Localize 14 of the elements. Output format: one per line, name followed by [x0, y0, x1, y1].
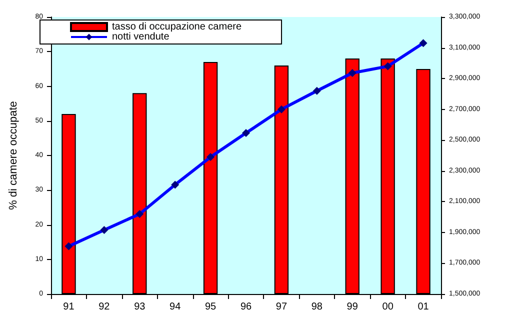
x-tick-label: 94 [170, 302, 182, 312]
legend-label: tasso di occupazione camere [112, 22, 242, 32]
legend-label: notti vendute [112, 32, 170, 42]
x-tick-label: 98 [311, 302, 323, 312]
x-tick-label: 95 [204, 302, 217, 312]
x-tick-label: 97 [276, 302, 288, 312]
x-tick-label: 01 [418, 302, 430, 312]
y-axis-title: % di camere occupate [8, 101, 20, 210]
x-tick-label: 93 [134, 302, 146, 312]
x-tick-label: 92 [98, 302, 110, 312]
x-tick-label: 91 [63, 302, 75, 312]
x-tick-label: 96 [240, 302, 252, 312]
x-tick-label: 99 [346, 302, 358, 312]
x-tick-label: 00 [382, 302, 394, 312]
